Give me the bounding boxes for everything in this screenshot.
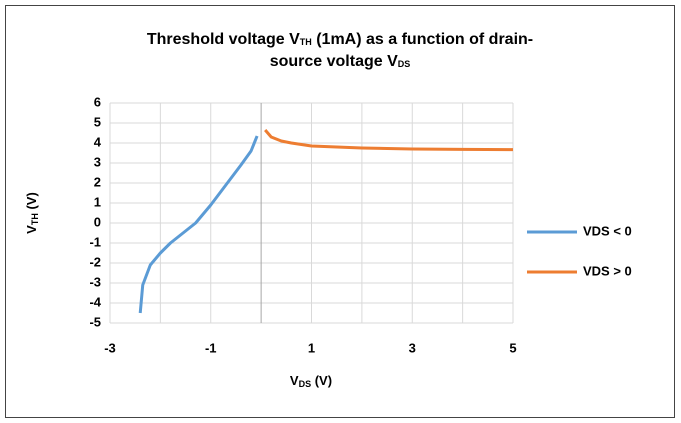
y-axis-label: VTH (V) [24,192,40,234]
y-tick-label: -1 [89,234,101,249]
series-line [264,129,514,152]
x-axis-label-part: (V) [311,373,332,388]
x-tick-label: 3 [409,340,416,355]
y-tick-label: 4 [94,134,102,149]
x-tick-label: -3 [104,340,116,355]
x-axis-label-sub: DS [299,379,312,389]
y-tick-label: 1 [94,194,101,209]
y-tick-label: -3 [89,274,101,289]
x-tick-label: 5 [509,340,516,355]
legend-label: VDS < 0 [583,223,632,238]
chart-title: source voltage VDS [270,53,411,70]
chart-border [5,5,675,418]
y-tick-label: -2 [89,254,101,269]
y-tick-label: 0 [94,214,101,229]
chart-title-part: (1mA) as a function of drain- [312,31,533,48]
x-tick-label: -1 [205,340,217,355]
x-tick-label: 1 [308,340,315,355]
x-axis-label-part: V [290,373,299,388]
y-tick-label: 6 [94,94,101,109]
chart-title-sub: TH [300,37,312,47]
series-line [138,135,259,314]
legend-label: VDS > 0 [583,263,632,278]
y-tick-label: -5 [89,314,101,329]
y-axis-label-sub: TH [30,213,40,225]
x-axis-label: VDS (V) [290,373,332,389]
chart-title: Threshold voltage VTH (1mA) as a functio… [147,31,533,48]
y-tick-label: 3 [94,154,101,169]
y-tick-label: 5 [94,114,101,129]
y-tick-label: 2 [94,174,101,189]
y-tick-label: -4 [89,294,101,309]
chart-title-sub: DS [398,59,411,69]
y-axis-label-part: V [24,225,39,234]
chart-title-part: source voltage V [270,53,398,70]
y-axis-label-part: (V) [24,192,39,213]
chart-title-part: Threshold voltage V [147,31,300,48]
